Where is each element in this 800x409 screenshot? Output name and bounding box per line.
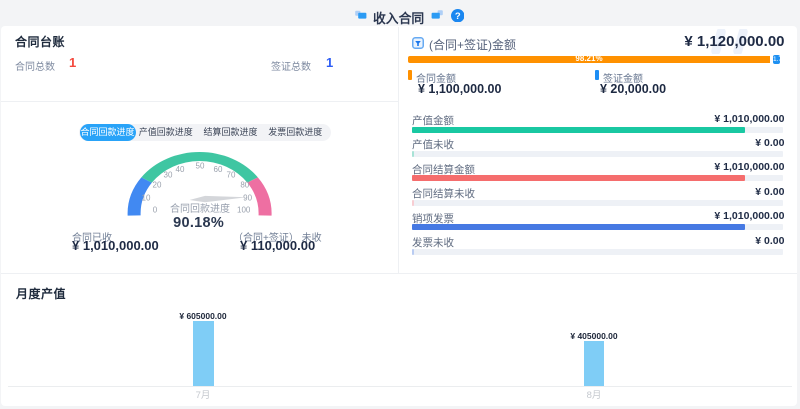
svg-text:100: 100 <box>237 205 251 214</box>
svg-text:20: 20 <box>153 181 162 190</box>
svg-text:90: 90 <box>243 193 252 202</box>
svg-text:50: 50 <box>196 162 205 171</box>
svg-text:合同回款进度: 合同回款进度 <box>170 202 230 215</box>
svg-text:?: ? <box>454 11 460 22</box>
svg-text:10: 10 <box>142 194 151 203</box>
svg-text:80: 80 <box>240 181 249 190</box>
svg-text:0: 0 <box>153 206 158 215</box>
svg-text:40: 40 <box>176 165 185 174</box>
svg-text:60: 60 <box>214 165 223 174</box>
svg-text:30: 30 <box>164 171 173 180</box>
svg-text:70: 70 <box>227 171 236 180</box>
svg-text:90.18%: 90.18% <box>173 215 224 231</box>
